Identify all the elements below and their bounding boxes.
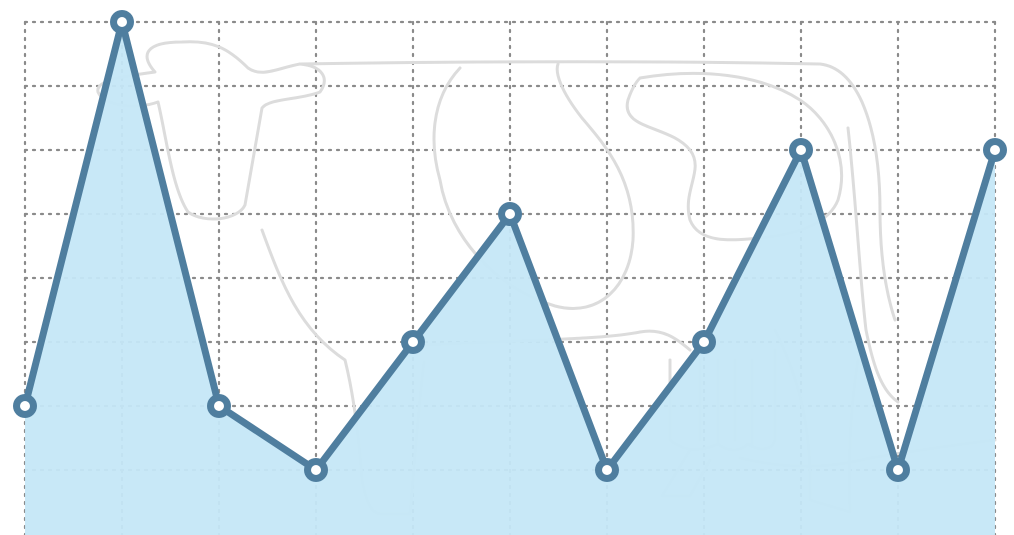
data-point-center-8 [699,337,709,347]
data-point-center-7 [602,465,612,475]
series-area-fill [25,22,995,535]
data-point-center-3 [214,401,224,411]
cow-back-outline [298,60,897,322]
data-point-center-4 [311,465,321,475]
cow-rear-patch-outline [625,71,843,242]
data-point-center-6 [505,209,515,219]
cow-tail-outline [846,126,900,404]
data-point-center-2 [117,17,127,27]
data-point-center-11 [990,145,1000,155]
data-point-center-1 [20,401,30,411]
data-point-center-9 [796,145,806,155]
data-points [13,10,1007,482]
data-point-center-10 [893,465,903,475]
cow-patch-outline [432,62,635,310]
data-point-center-5 [408,337,418,347]
